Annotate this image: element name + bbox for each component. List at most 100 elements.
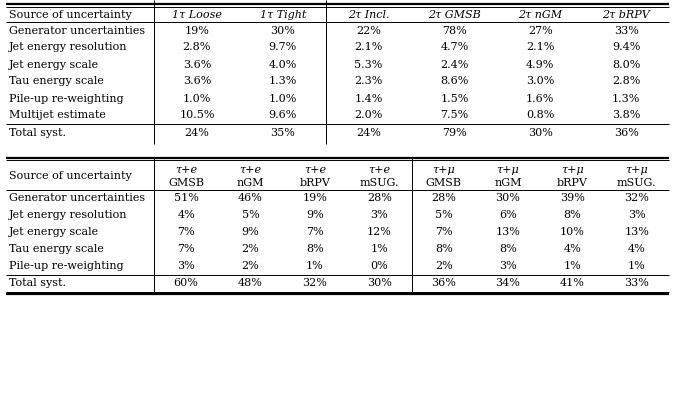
- Text: 3%: 3%: [500, 261, 517, 271]
- Text: 79%: 79%: [442, 128, 467, 137]
- Text: 6%: 6%: [500, 210, 517, 220]
- Text: τ+μ: τ+μ: [561, 165, 584, 175]
- Text: 3.6%: 3.6%: [183, 76, 211, 86]
- Text: Multijet estimate: Multijet estimate: [9, 110, 106, 120]
- Text: 9%: 9%: [306, 210, 324, 220]
- Text: 8.6%: 8.6%: [440, 76, 468, 86]
- Text: 7%: 7%: [178, 244, 195, 254]
- Text: Generator uncertainties: Generator uncertainties: [9, 25, 145, 36]
- Text: 3.0%: 3.0%: [526, 76, 554, 86]
- Text: 3.8%: 3.8%: [612, 110, 641, 120]
- Text: 36%: 36%: [614, 128, 639, 137]
- Text: nGM: nGM: [494, 178, 522, 188]
- Text: 34%: 34%: [495, 278, 520, 288]
- Text: 2%: 2%: [242, 261, 259, 271]
- Text: 1.3%: 1.3%: [269, 76, 297, 86]
- Text: 10%: 10%: [560, 227, 585, 237]
- Text: Pile-up re-weighting: Pile-up re-weighting: [9, 93, 124, 103]
- Text: 60%: 60%: [173, 278, 198, 288]
- Text: 35%: 35%: [270, 128, 295, 137]
- Text: 33%: 33%: [624, 278, 649, 288]
- Text: bRPV: bRPV: [557, 178, 588, 188]
- Text: Jet energy resolution: Jet energy resolution: [9, 42, 128, 53]
- Text: 32%: 32%: [302, 278, 327, 288]
- Text: 13%: 13%: [495, 227, 520, 237]
- Text: 12%: 12%: [367, 227, 392, 237]
- Text: 78%: 78%: [442, 25, 467, 36]
- Text: Source of uncertainty: Source of uncertainty: [9, 171, 132, 181]
- Text: 33%: 33%: [614, 25, 639, 36]
- Text: Pile-up re-weighting: Pile-up re-weighting: [9, 261, 124, 271]
- Text: Jet energy scale: Jet energy scale: [9, 227, 99, 237]
- Text: τ+μ: τ+μ: [626, 165, 648, 175]
- Text: τ+e: τ+e: [369, 165, 390, 175]
- Text: mSUG.: mSUG.: [617, 178, 657, 188]
- Text: 27%: 27%: [528, 25, 553, 36]
- Text: 19%: 19%: [302, 193, 327, 203]
- Text: 4.0%: 4.0%: [269, 59, 297, 70]
- Text: 1.3%: 1.3%: [612, 93, 641, 103]
- Text: 2%: 2%: [435, 261, 452, 271]
- Text: 2.4%: 2.4%: [440, 59, 468, 70]
- Text: 9.4%: 9.4%: [612, 42, 641, 53]
- Text: 22%: 22%: [356, 25, 381, 36]
- Text: τ+e: τ+e: [175, 165, 197, 175]
- Text: 4.7%: 4.7%: [440, 42, 468, 53]
- Text: 46%: 46%: [238, 193, 263, 203]
- Text: 3%: 3%: [628, 210, 646, 220]
- Text: Source of uncertainty: Source of uncertainty: [9, 10, 132, 20]
- Text: 0%: 0%: [371, 261, 388, 271]
- Text: τ+e: τ+e: [304, 165, 326, 175]
- Text: 1.4%: 1.4%: [354, 93, 383, 103]
- Text: τ+μ: τ+μ: [432, 165, 455, 175]
- Text: 5%: 5%: [435, 210, 452, 220]
- Text: 4.9%: 4.9%: [526, 59, 554, 70]
- Text: 9.7%: 9.7%: [269, 42, 297, 53]
- Text: 19%: 19%: [184, 25, 209, 36]
- Text: 8%: 8%: [435, 244, 452, 254]
- Text: 41%: 41%: [560, 278, 585, 288]
- Text: 7.5%: 7.5%: [440, 110, 468, 120]
- Text: 8%: 8%: [500, 244, 517, 254]
- Text: 51%: 51%: [173, 193, 198, 203]
- Text: 8%: 8%: [564, 210, 581, 220]
- Text: 13%: 13%: [624, 227, 649, 237]
- Text: 8.0%: 8.0%: [612, 59, 641, 70]
- Text: 30%: 30%: [367, 278, 392, 288]
- Text: 39%: 39%: [560, 193, 585, 203]
- Text: 2.1%: 2.1%: [354, 42, 383, 53]
- Text: 36%: 36%: [431, 278, 456, 288]
- Text: 2%: 2%: [242, 244, 259, 254]
- Text: 24%: 24%: [356, 128, 381, 137]
- Text: 24%: 24%: [184, 128, 209, 137]
- Text: 7%: 7%: [178, 227, 195, 237]
- Text: 1%: 1%: [628, 261, 646, 271]
- Text: GMSB: GMSB: [168, 178, 204, 188]
- Text: Jet energy resolution: Jet energy resolution: [9, 210, 128, 220]
- Text: mSUG.: mSUG.: [360, 178, 399, 188]
- Text: Jet energy scale: Jet energy scale: [9, 59, 99, 70]
- Text: 32%: 32%: [624, 193, 649, 203]
- Text: 30%: 30%: [528, 128, 553, 137]
- Text: Generator uncertainties: Generator uncertainties: [9, 193, 145, 203]
- Text: 2.8%: 2.8%: [183, 42, 211, 53]
- Text: 1.6%: 1.6%: [526, 93, 554, 103]
- Text: τ+e: τ+e: [240, 165, 262, 175]
- Text: 3.6%: 3.6%: [183, 59, 211, 70]
- Text: 2τ GMSB: 2τ GMSB: [428, 10, 481, 20]
- Text: 1%: 1%: [371, 244, 388, 254]
- Text: 1%: 1%: [306, 261, 324, 271]
- Text: 3%: 3%: [178, 261, 195, 271]
- Text: Total syst.: Total syst.: [9, 128, 66, 137]
- Text: 1.0%: 1.0%: [269, 93, 297, 103]
- Text: 1.0%: 1.0%: [183, 93, 211, 103]
- Text: 2.1%: 2.1%: [526, 42, 554, 53]
- Text: 1.5%: 1.5%: [440, 93, 468, 103]
- Text: 2τ bRPV: 2τ bRPV: [602, 10, 650, 20]
- Text: 2τ Incl.: 2τ Incl.: [348, 10, 389, 20]
- Text: τ+μ: τ+μ: [497, 165, 520, 175]
- Text: 9.6%: 9.6%: [269, 110, 297, 120]
- Text: 2.8%: 2.8%: [612, 76, 641, 86]
- Text: 1τ Tight: 1τ Tight: [260, 10, 306, 20]
- Text: Tau energy scale: Tau energy scale: [9, 76, 104, 86]
